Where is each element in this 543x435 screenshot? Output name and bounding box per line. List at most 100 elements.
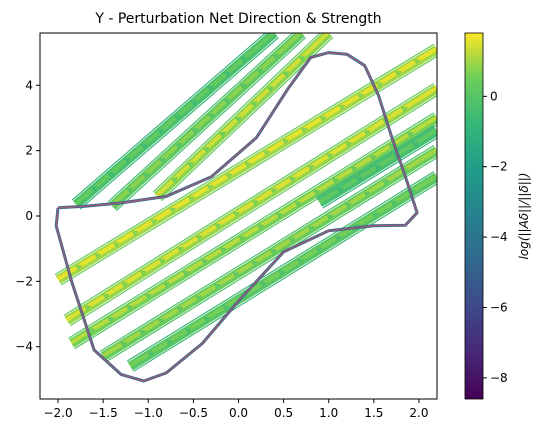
flow-arrow-head: [266, 86, 274, 94]
flow-arrow-head: [251, 200, 259, 208]
flow-arrow-shaft: [110, 33, 304, 209]
flow-arrow-head: [281, 139, 289, 146]
flow-arrow-shaft: [71, 33, 267, 201]
flow-arrow-shaft: [107, 33, 294, 203]
flow-arrow-head: [363, 191, 371, 199]
flow-arrow-shaft: [158, 33, 332, 200]
flow-arrow-shaft: [79, 37, 279, 210]
flow-arrow-head: [140, 143, 148, 151]
flow-arrow-shaft: [133, 183, 437, 372]
flow-arrow-head: [106, 316, 115, 324]
flow-arrow-shaft: [115, 36, 307, 212]
y-tick-label: −4: [15, 340, 33, 354]
colorbar-label: log(||Aδ||/||δ||): [517, 173, 531, 260]
flow-arrow-head: [163, 282, 171, 290]
flow-arrow-head: [300, 127, 308, 135]
flow-arrow-head: [139, 270, 147, 278]
flow-arrow-head: [394, 70, 402, 78]
flow-band: [63, 82, 437, 327]
flow-arrow-head: [206, 85, 214, 93]
flow-arrow-head: [144, 293, 152, 301]
flow-arrow-head: [83, 305, 91, 313]
limit-cycle: [54, 51, 419, 383]
flow-arrow-head: [256, 224, 264, 232]
flow-arrow-head: [232, 211, 240, 219]
flow-arrow-head: [141, 172, 150, 180]
flow-arrow-shaft: [100, 146, 437, 356]
colorbar-tick-label: 0: [490, 89, 498, 103]
y-tick-label: 4: [25, 78, 33, 92]
flow-arrow-head: [106, 171, 114, 179]
colorbar-tick-label: −2: [490, 160, 508, 174]
flow-arrow-shaft: [316, 125, 435, 199]
flow-arrow-shaft: [109, 33, 300, 206]
flow-arrow-shaft: [154, 33, 327, 196]
flow-arrow-head: [232, 272, 240, 280]
flow-arrow-head: [206, 184, 214, 192]
limit-cycle-line: [55, 51, 418, 382]
flow-band: [68, 112, 437, 350]
flow-arrow-shaft: [72, 119, 437, 348]
flow-arrow-head: [214, 223, 222, 231]
flow-arrow-head: [218, 131, 226, 139]
flow-arrow-head: [262, 150, 270, 158]
colorbar-gradient: [464, 32, 484, 400]
flow-arrow-head: [325, 153, 334, 161]
flow-arrow-head: [213, 283, 221, 291]
plot-area: [54, 33, 437, 383]
colorbar-tick-label: −6: [490, 301, 508, 315]
flow-arrow-head: [187, 196, 195, 204]
flow-arrow-head: [206, 113, 215, 121]
flow-arrow-head: [125, 305, 133, 313]
flow-arrow-head: [381, 179, 390, 187]
flow-arrow-head: [296, 258, 304, 266]
flow-arrow-shaft: [322, 137, 437, 209]
flow-arrow-head: [93, 253, 101, 261]
flow-arrow-head: [269, 188, 278, 196]
flow-arrow-head: [239, 83, 247, 91]
flow-arrow-shaft: [130, 178, 437, 371]
x-axis: −2.0 −1.5 −1.0 −0.5 0.0 0.5 1.0 1.5 2.0: [43, 399, 429, 420]
y-tick-label: −2: [15, 274, 33, 288]
flow-arrow-head: [334, 235, 342, 243]
flow-arrow-head: [123, 157, 131, 165]
x-tick-label: −2.0: [43, 406, 72, 420]
flow-arrow-head: [356, 93, 364, 101]
flow-bands: [54, 33, 437, 372]
flow-arrow-head: [202, 316, 211, 324]
flow-arrow-head: [312, 189, 321, 197]
flow-arrow-head: [88, 328, 96, 336]
flow-arrow-head: [315, 247, 323, 255]
flow-arrow-head: [288, 176, 296, 184]
flow-arrow-head: [406, 132, 414, 139]
flow-arrow-shaft: [74, 33, 277, 207]
colorbar: 0 −2 −4 −6 −8 log(||Aδ||/||δ||): [464, 32, 531, 400]
flow-arrow-head: [319, 116, 327, 124]
flow-arrow-head: [102, 293, 110, 301]
flow-arrow-head: [411, 142, 419, 149]
flow-arrow-head: [225, 173, 233, 181]
flow-arrow-head: [336, 188, 344, 195]
flow-arrow-head: [337, 104, 346, 112]
flow-arrow-head: [181, 270, 190, 278]
flow-band: [99, 145, 437, 363]
flow-arrow-shaft: [69, 113, 437, 343]
flow-arrow-head: [413, 59, 421, 66]
flow-arrow-head: [375, 82, 383, 89]
flow-arrow-head: [288, 237, 296, 245]
flow-arrow-shaft: [155, 33, 331, 199]
flow-arrow-shaft: [64, 84, 437, 320]
flow-arrow-shaft: [127, 172, 437, 366]
x-tick-label: 1.0: [319, 406, 338, 420]
flow-arrow-head: [223, 98, 231, 106]
flow-arrow-shaft: [63, 82, 435, 316]
flow-arrow-head: [170, 177, 178, 185]
flow-arrow-head: [176, 247, 184, 254]
colorbar-tick-label: −4: [490, 230, 508, 244]
y-axis: −4 −2 0 2 4: [15, 78, 40, 354]
flow-arrow-head: [234, 116, 242, 124]
flow-arrow-head: [259, 281, 267, 289]
flow-arrow-shaft: [101, 148, 437, 359]
flow-arrow-head: [194, 295, 202, 303]
